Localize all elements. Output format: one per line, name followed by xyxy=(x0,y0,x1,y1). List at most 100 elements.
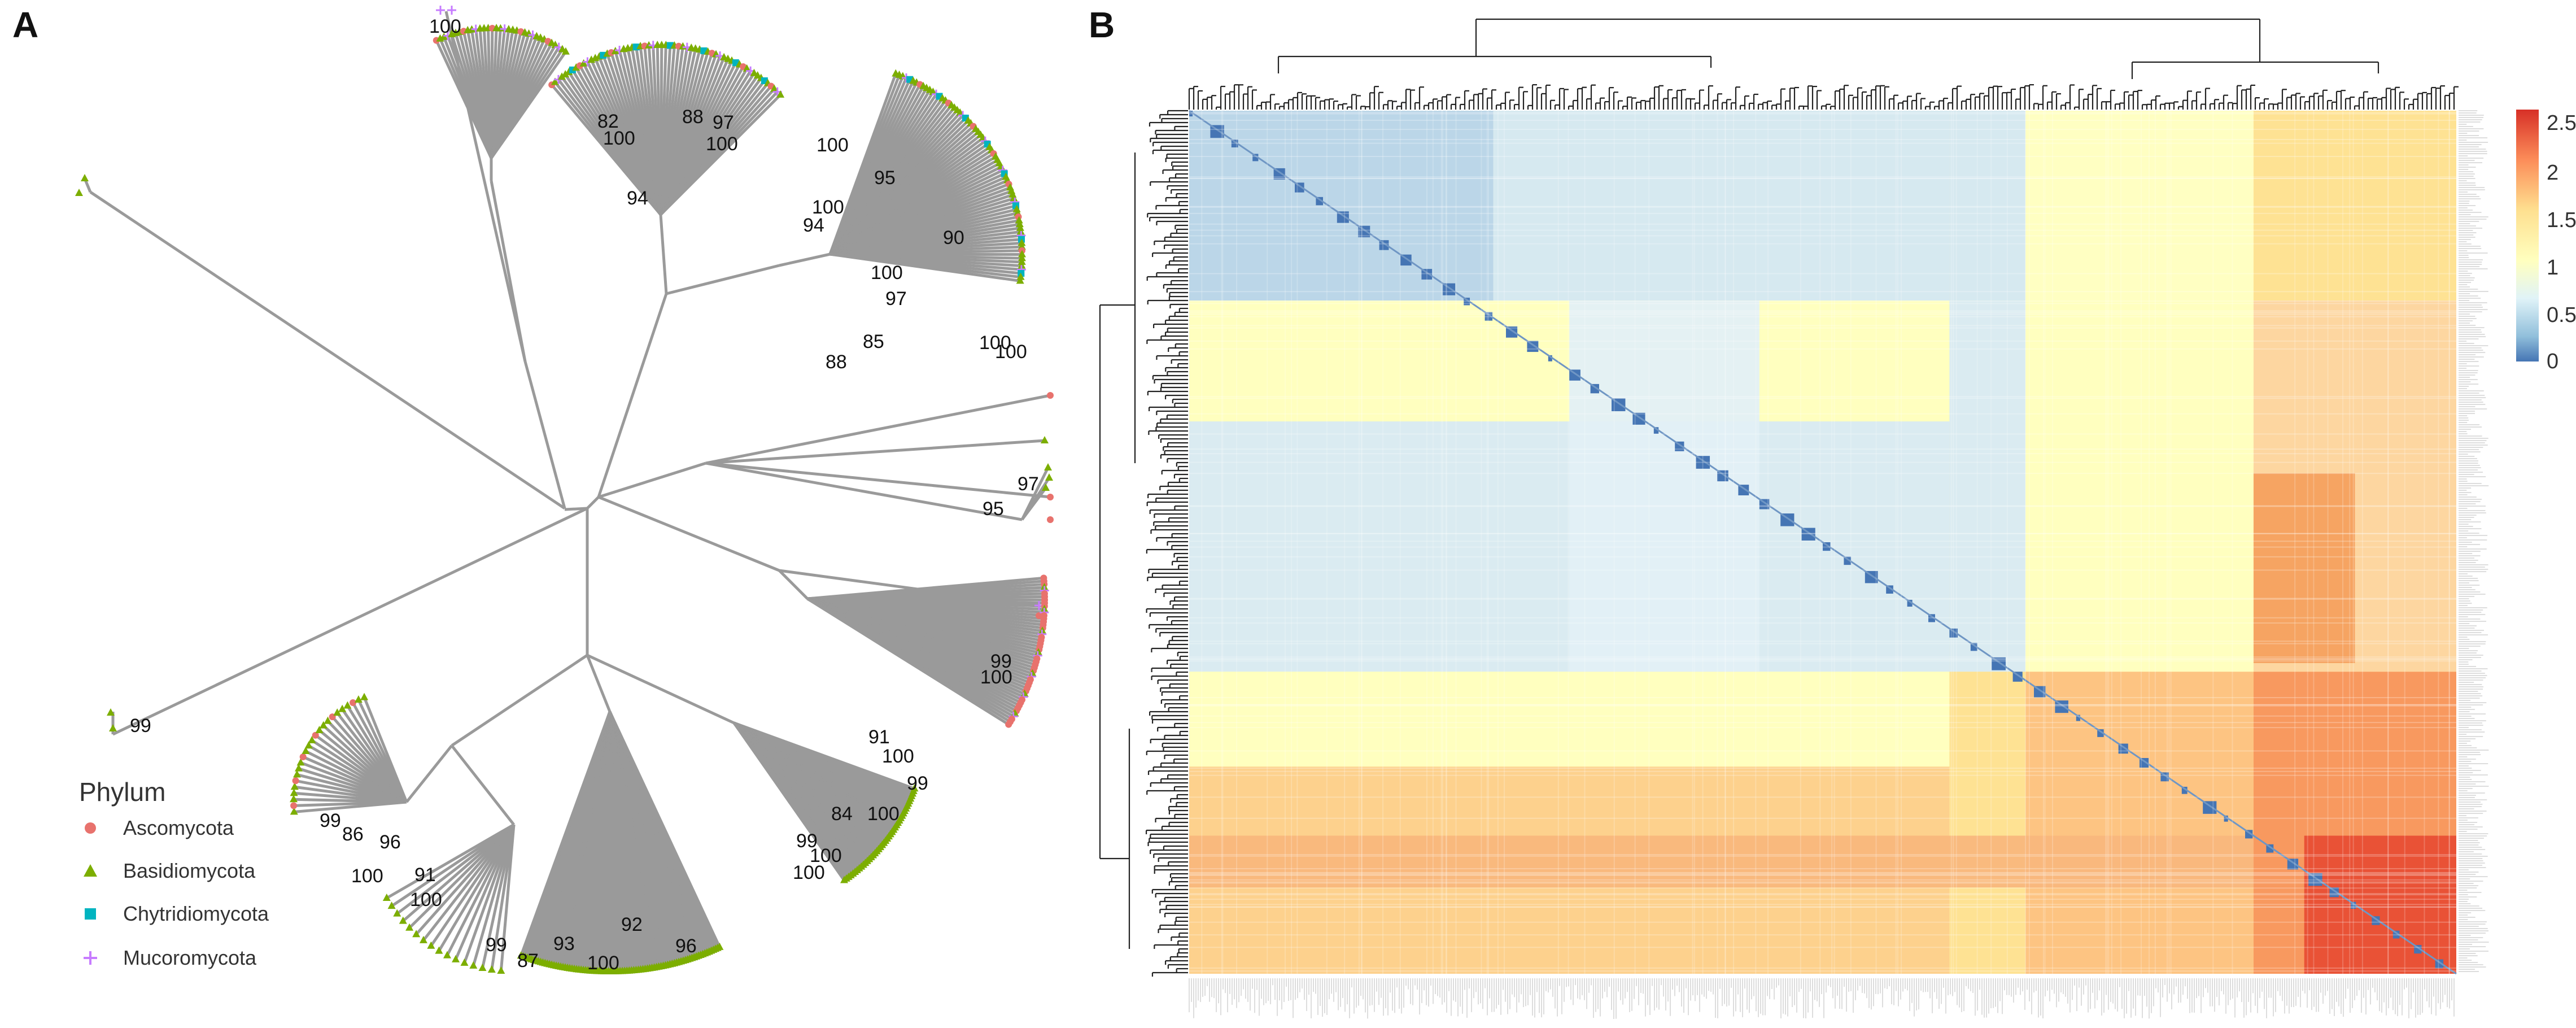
heatmap-col-stripe xyxy=(1326,111,1328,974)
heatmap-col-stripe xyxy=(2404,111,2405,974)
bootstrap-label: 85 xyxy=(863,331,884,352)
tip-marker xyxy=(1012,204,1021,212)
heatmap-row-stripe xyxy=(1189,312,2456,313)
heatmap-block xyxy=(1949,672,2026,974)
heatmap-row-stripe xyxy=(1189,433,2456,435)
heatmap-col-stripe xyxy=(1503,111,1505,974)
tip-marker xyxy=(1016,223,1024,231)
tip-marker xyxy=(840,875,849,883)
heatmap-row-stripe xyxy=(1189,715,2456,717)
tree-branch xyxy=(705,394,1051,465)
heatmap-col-stripe xyxy=(1236,111,1238,974)
bootstrap-label: 91 xyxy=(414,864,436,886)
heatmap-row-stripe xyxy=(1189,113,2456,115)
heatmap-row-stripe xyxy=(1189,291,2456,293)
heatmap-col-stripe xyxy=(1291,111,1293,974)
heatmap-row-stripe xyxy=(1189,313,2456,315)
heatmap-col-stripe xyxy=(2387,111,2389,974)
heatmap-row-stripe xyxy=(1189,656,2456,658)
tip-marker xyxy=(382,894,391,901)
legend-item-mucoromycota xyxy=(84,951,97,965)
heatmap-col-stripe xyxy=(2424,111,2425,974)
heatmap-col-stripe xyxy=(2025,111,2027,974)
heatmap-row-stripe xyxy=(1189,894,2456,896)
tree-branch xyxy=(586,496,600,509)
heatmap-row-stripe xyxy=(1189,641,2456,642)
tree-branch xyxy=(446,824,516,956)
heatmap-col-stripe xyxy=(2448,111,2450,974)
tip-marker xyxy=(1015,220,1024,228)
heatmap-col-stripe xyxy=(1487,111,1489,974)
heatmap-cell xyxy=(1907,599,1913,607)
tip-marker xyxy=(1047,494,1054,500)
tree-branch xyxy=(415,824,515,935)
heatmap-col-stripe xyxy=(2149,111,2150,974)
bootstrap-label: 100 xyxy=(351,865,383,887)
tip-marker xyxy=(393,909,401,917)
bootstrap-label: 100 xyxy=(410,889,442,911)
tip-marker xyxy=(333,708,342,716)
heatmap-row-stripe xyxy=(1189,660,2456,662)
panel-b-letter: B xyxy=(1089,5,1115,45)
heatmap-row-stripe xyxy=(1189,541,2456,542)
heatmap-row-stripe xyxy=(1189,413,2456,415)
column-dendrogram xyxy=(1188,18,2459,110)
heatmap-col-stripe xyxy=(1875,111,1877,974)
bootstrap-label: 100 xyxy=(995,341,1027,363)
tip-marker xyxy=(343,701,352,709)
tip-marker xyxy=(290,807,298,815)
tree-branch xyxy=(597,293,668,498)
heatmap-row-stripe xyxy=(1189,556,2456,557)
tree-branch xyxy=(705,461,1051,499)
bootstrap-label: 100 xyxy=(871,262,903,284)
tip-marker xyxy=(558,72,566,80)
heatmap-row-stripe xyxy=(1189,768,2456,769)
tip-marker xyxy=(315,725,324,733)
heatmap-col-stripe xyxy=(1445,111,1447,974)
tip-marker xyxy=(579,59,588,67)
tip-marker xyxy=(1018,254,1026,262)
heatmap-row-stripe xyxy=(1189,934,2456,936)
heatmap-cell xyxy=(2097,729,2104,737)
tip-marker xyxy=(435,946,443,954)
heatmap-block xyxy=(2304,835,2456,974)
heatmap-col-stripe xyxy=(2168,111,2170,974)
bootstrap-label: 97 xyxy=(1018,473,1039,495)
heatmap-col-stripe xyxy=(1693,111,1695,974)
heatmap-row-stripe xyxy=(1189,817,2456,819)
heatmap-row-stripe xyxy=(1189,598,2456,599)
bootstrap-label: 93 xyxy=(553,933,575,955)
legend-label: Basidiomycota xyxy=(123,859,256,882)
heatmap-row-stripe xyxy=(1189,206,2456,208)
tip-marker xyxy=(452,955,460,962)
heatmap-row-stripe xyxy=(1189,235,2456,237)
heatmap-cell xyxy=(1928,614,1935,622)
tree-branch xyxy=(779,252,831,267)
tree-branch xyxy=(405,744,453,803)
heatmap-col-stripe xyxy=(1850,111,1852,974)
tree-branch xyxy=(523,361,566,509)
bootstrap-label: 88 xyxy=(826,351,847,373)
heatmap-col-stripe xyxy=(1702,111,1704,974)
heatmap-col-stripe xyxy=(1222,111,1224,974)
bootstrap-label: 82 xyxy=(597,111,619,132)
heatmap-row-stripe xyxy=(1189,947,2456,948)
heatmap-cell xyxy=(2224,815,2228,822)
tip-marker xyxy=(302,747,310,755)
heatmap-row-stripe xyxy=(1189,854,2456,856)
heatmap-row-stripe xyxy=(1189,506,2456,507)
heatmap-col-stripe xyxy=(2105,111,2107,974)
tree-branch xyxy=(454,824,516,960)
tip-marker xyxy=(296,758,305,766)
heatmap-row-stripe xyxy=(1189,300,2456,302)
heatmap-row-stripe xyxy=(1189,643,2456,644)
tip-marker xyxy=(551,77,560,85)
heatmap-col-stripe xyxy=(1296,111,1298,974)
color-bar-tick: 0 xyxy=(2547,350,2558,373)
heatmap-row-stripe xyxy=(1189,396,2456,398)
tip-marker xyxy=(1042,483,1050,491)
tree-branch xyxy=(705,439,1045,465)
bootstrap-label: 100 xyxy=(587,952,619,974)
heatmap-row-stripe xyxy=(1189,874,2456,875)
tree-branch xyxy=(391,823,515,908)
